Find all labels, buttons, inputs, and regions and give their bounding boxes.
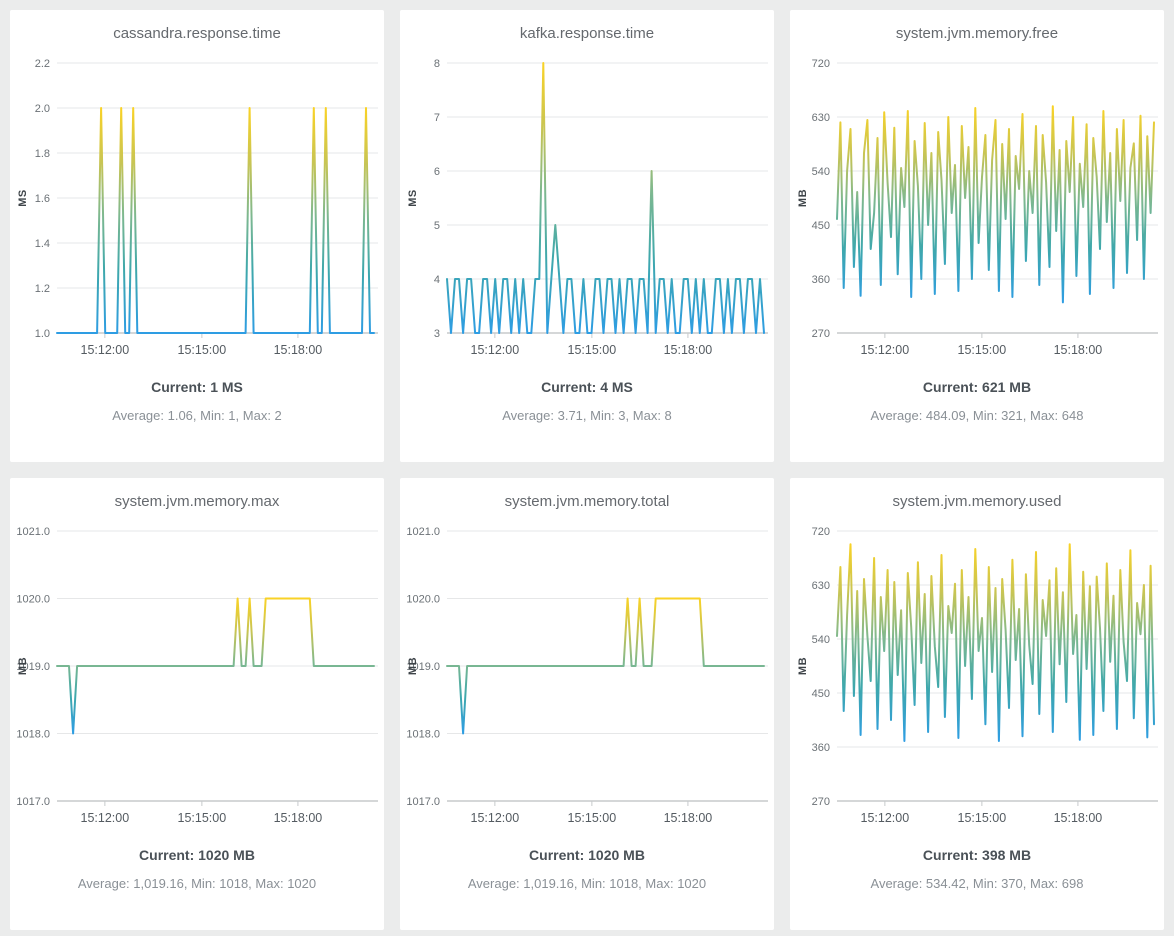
svg-text:15:18:00: 15:18:00 [1054, 811, 1103, 825]
svg-text:450: 450 [812, 220, 830, 232]
current-value: Current: 398 MB [922, 847, 1032, 863]
svg-text:1017.0: 1017.0 [16, 796, 50, 808]
summary-stats: Average: 1.06, Min: 1, Max: 2 [112, 408, 282, 423]
chart-panel-jvm-memory-used: system.jvm.memory.used 720 630 540 450 360 27… [790, 478, 1164, 930]
svg-text:15:15:00: 15:15:00 [958, 811, 1007, 825]
svg-text:15:12:00: 15:12:00 [81, 811, 130, 825]
svg-text:MB: MB [797, 657, 809, 675]
svg-text:450: 450 [812, 688, 830, 700]
svg-text:6: 6 [434, 166, 440, 178]
svg-text:MB: MB [407, 657, 419, 675]
svg-text:270: 270 [812, 328, 830, 340]
chart-title: system.jvm.memory.used [892, 493, 1062, 510]
summary-stats: Average: 534.42, Min: 370, Max: 698 [870, 876, 1084, 891]
svg-text:1018.0: 1018.0 [406, 729, 440, 741]
svg-text:3: 3 [434, 328, 440, 340]
line-chart-cassandra-response-time[interactable]: 2.2 2.0 1.8 1.6 1.4 1.2 1.0 15:12:00 15:15:00 15:… [10, 51, 384, 363]
svg-text:15:18:00: 15:18:00 [274, 343, 323, 357]
svg-text:360: 360 [812, 742, 830, 754]
svg-text:1017.0: 1017.0 [406, 796, 440, 808]
svg-text:15:18:00: 15:18:00 [274, 811, 323, 825]
current-value: Current: 1 MS [151, 379, 243, 395]
svg-text:1021.0: 1021.0 [406, 526, 440, 538]
svg-text:15:15:00: 15:15:00 [958, 343, 1007, 357]
svg-text:1020.0: 1020.0 [16, 594, 50, 606]
svg-text:15:12:00: 15:12:00 [861, 343, 910, 357]
svg-text:15:18:00: 15:18:00 [664, 811, 713, 825]
svg-text:15:12:00: 15:12:00 [861, 811, 910, 825]
svg-text:15:12:00: 15:12:00 [81, 343, 130, 357]
svg-text:630: 630 [812, 112, 830, 124]
svg-text:540: 540 [812, 166, 830, 178]
svg-text:15:12:00: 15:12:00 [471, 811, 520, 825]
svg-text:270: 270 [812, 796, 830, 808]
line-chart-jvm-memory-total[interactable]: 1021.0 1020.0 1019.0 1018.0 1017.0 15:12:00 15… [400, 519, 774, 831]
line-chart-jvm-memory-max[interactable]: 1021.0 1020.0 1019.0 1018.0 1017.0 15:12:00 15… [10, 519, 384, 831]
svg-text:MS: MS [407, 189, 419, 207]
svg-text:1018.0: 1018.0 [16, 729, 50, 741]
svg-text:1019.0: 1019.0 [16, 661, 50, 673]
svg-text:1.0: 1.0 [35, 328, 50, 340]
chart-title: system.jvm.memory.max [114, 493, 280, 510]
svg-text:15:18:00: 15:18:00 [1054, 343, 1103, 357]
svg-text:1.8: 1.8 [35, 148, 50, 160]
chart-panel-jvm-memory-total: system.jvm.memory.total 1021.0 1020.0 1019… [400, 478, 774, 930]
svg-text:630: 630 [812, 580, 830, 592]
svg-text:15:12:00: 15:12:00 [471, 343, 520, 357]
svg-text:1020.0: 1020.0 [406, 594, 440, 606]
svg-text:540: 540 [812, 634, 830, 646]
current-value: Current: 621 MB [922, 379, 1032, 395]
svg-text:2.0: 2.0 [35, 103, 50, 115]
svg-text:1019.0: 1019.0 [406, 661, 440, 673]
svg-text:1021.0: 1021.0 [16, 526, 50, 538]
svg-text:720: 720 [812, 526, 830, 538]
svg-text:2.2: 2.2 [35, 58, 50, 70]
svg-text:5: 5 [434, 220, 440, 232]
current-value: Current: 1020 MB [139, 847, 255, 863]
chart-title: kafka.response.time [519, 25, 655, 42]
svg-text:MB: MB [797, 189, 809, 207]
svg-text:MS: MS [17, 189, 29, 207]
svg-text:7: 7 [434, 112, 440, 124]
svg-text:15:15:00: 15:15:00 [178, 811, 227, 825]
svg-text:1.2: 1.2 [35, 283, 50, 295]
svg-text:15:15:00: 15:15:00 [568, 343, 617, 357]
svg-text:15:15:00: 15:15:00 [178, 343, 227, 357]
svg-text:1.4: 1.4 [35, 238, 50, 250]
chart-panel-kafka-response-time: kafka.response.time 8 7 6 5 4 3 15:12:00 15:15:… [400, 10, 774, 462]
svg-text:MB: MB [17, 657, 29, 675]
svg-text:8: 8 [434, 58, 440, 70]
chart-title: cassandra.response.time [113, 25, 281, 42]
svg-text:360: 360 [812, 274, 830, 286]
summary-stats: Average: 1,019.16, Min: 1018, Max: 1020 [77, 876, 317, 891]
svg-text:720: 720 [812, 58, 830, 70]
line-chart-jvm-memory-used[interactable]: 720 630 540 450 360 270 15:12:00 15:15:00 15:18:… [790, 519, 1164, 831]
summary-stats: Average: 484.09, Min: 321, Max: 648 [870, 408, 1084, 423]
chart-panel-cassandra-response-time: cassandra.response.time 2.2 2.0 1.8 1.6 1.4 1… [10, 10, 384, 462]
svg-text:1.6: 1.6 [35, 193, 50, 205]
chart-title: system.jvm.memory.total [504, 493, 670, 510]
summary-stats: Average: 1,019.16, Min: 1018, Max: 1020 [467, 876, 707, 891]
chart-title: system.jvm.memory.free [895, 25, 1059, 42]
summary-stats: Average: 3.71, Min: 3, Max: 8 [502, 408, 672, 423]
chart-panel-jvm-memory-free: system.jvm.memory.free 720 630 540 450 360 27… [790, 10, 1164, 462]
svg-text:4: 4 [434, 274, 440, 286]
current-value: Current: 4 MS [541, 379, 633, 395]
chart-panel-jvm-memory-max: system.jvm.memory.max 1021.0 1020.0 1019.0… [10, 478, 384, 930]
svg-text:15:18:00: 15:18:00 [664, 343, 713, 357]
line-chart-kafka-response-time[interactable]: 8 7 6 5 4 3 15:12:00 15:15:00 15:18:00 MS [400, 51, 774, 363]
current-value: Current: 1020 MB [529, 847, 645, 863]
svg-text:15:15:00: 15:15:00 [568, 811, 617, 825]
line-chart-jvm-memory-free[interactable]: 720 630 540 450 360 270 15:12:00 15:15:00 15:18:… [790, 51, 1164, 363]
